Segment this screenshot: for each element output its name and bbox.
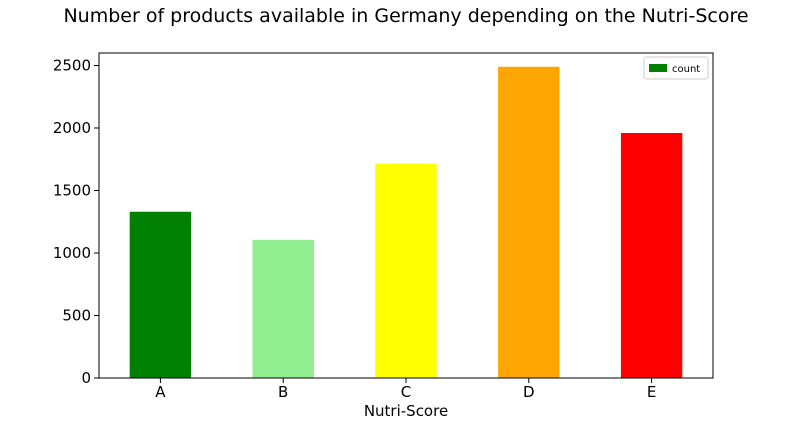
legend-label: count [672,64,700,75]
bar-d [498,66,560,378]
plot-frame [98,52,714,379]
x-tick-label: C [401,383,411,401]
legend-swatch [649,64,667,72]
bar-b [252,239,314,379]
chart-title: Number of products available in Germany … [63,5,748,27]
bar-e [620,133,683,378]
x-tick-label: A [155,383,166,401]
y-tick-label: 2000 [53,119,91,137]
y-tick-label: 500 [62,307,91,325]
y-tick-label: 1000 [53,244,91,262]
plot-area: A B C D E 0 500 1000 1500 2000 2500 count [53,52,714,401]
x-axis-label: Nutri-Score [364,402,448,420]
y-tick-label: 0 [81,369,91,387]
bar-a [129,211,192,378]
bar-c [375,163,437,379]
y-tick-label: 1500 [53,182,91,200]
y-tick-label: 2500 [53,57,91,75]
x-tick-label: E [647,383,656,401]
x-tick-label: B [278,383,288,401]
legend-box [643,56,709,80]
x-tick-label: D [523,383,535,401]
